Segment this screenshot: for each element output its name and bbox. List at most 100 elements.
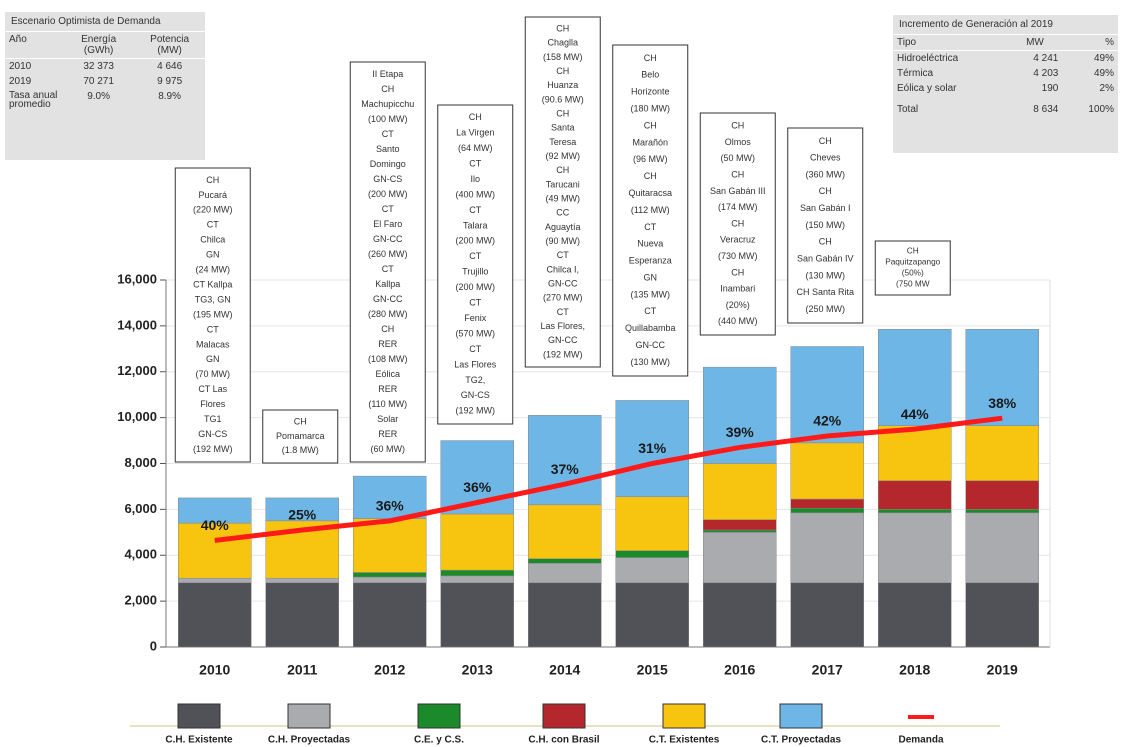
bar-segment [790,346,864,444]
annotation-text: Machupicchu [361,99,414,109]
annotation-text: (440 MW) [718,316,758,326]
annotation-text: GN [206,250,220,260]
annotation-text: (174 MW) [718,202,758,212]
bar-segment [878,329,952,426]
bar-segment [790,582,864,648]
annotation-text: Santo [376,144,400,154]
cell: Eólica y solar [897,83,957,94]
annotation-text: GN-CC [373,234,403,244]
bar-segment [265,497,339,522]
bar-segment [440,513,514,571]
annotation-text: (158 MW) [543,52,583,62]
annotation-text: CH [556,108,569,118]
annotation-box [699,112,776,336]
legend-label: C.H. Proyectadas [268,735,351,746]
bar-segment [965,329,1039,426]
reserve-label: 40% [201,517,230,533]
reserve-label: 25% [288,507,317,523]
annotation-box [174,167,251,463]
cell: 9.0% [87,91,111,102]
annotation-text: GN [644,272,658,282]
annotation-text: GN-CC [373,294,403,304]
annotation-text: Huanza [547,80,578,90]
annotation-text: CT Kallpa [193,279,232,289]
annotation-text: Inambari [720,284,755,294]
y-tick-label: 14,000 [117,317,157,332]
bar-segment [878,425,952,481]
annotation-box [437,104,514,425]
bar-segment [878,512,952,584]
header-cell: Potencia (MW) [134,32,205,59]
annotation-text: (200 MW) [455,282,495,292]
annotation-text: Las Flores, [540,321,585,331]
y-tick-label: 2,000 [124,593,157,608]
x-tick-label: 2019 [987,662,1018,678]
annotation-text: CT [382,129,394,139]
x-tick-label: 2015 [637,662,668,678]
annotation-text: San Gabán III [710,186,766,196]
annotation-text: GN-CC [636,340,666,350]
cell: 70 271 [83,76,114,87]
annotation-text: Paquitzapango [885,258,940,267]
reserve-label: 38% [988,395,1017,411]
bar-segment [178,582,252,648]
bar-segment [353,576,427,584]
annotation-text: Belo [641,70,659,80]
bar-segment [528,504,602,559]
y-tick-label: 4,000 [124,547,157,562]
demand-line [214,415,1003,543]
annotation-text: CH [731,218,744,228]
annotation-text: II Etapa [372,69,403,79]
annotation-text: Santa [551,123,575,133]
bar-segment [965,582,1039,648]
header-cell: % [1062,35,1118,51]
x-tick-label: 2017 [812,662,843,678]
annotation-text: CH [731,121,744,131]
bar-segment [353,582,427,648]
header-cell: MW [1007,35,1063,51]
annotation-text: (360 MW) [805,169,845,179]
annotation-text: (130 MW) [805,270,845,280]
legend-swatch [287,703,331,729]
annotation-text: Olmos [725,137,752,147]
annotation-box [262,409,339,464]
bar-segment [878,480,952,510]
annotation-text: CT [469,298,481,308]
annotation-text: (150 MW) [805,220,845,230]
legend-swatch [542,703,586,729]
annotation-text: (96 MW) [633,154,668,164]
cell: 190 [1041,83,1059,94]
annotation-text: CH [381,84,394,94]
cell: 49% [1093,53,1114,64]
cell: 4 646 [157,61,183,72]
annotation-text: CH [556,66,569,76]
cell: 9 975 [157,76,183,87]
reserve-label: 36% [463,479,492,495]
y-tick-label: 6,000 [124,501,157,516]
annotation-text: (195 MW) [193,309,233,319]
bar-segment [353,572,427,578]
annotation-text: (100 MW) [368,114,408,124]
annotation-text: GN-CS [373,174,402,184]
bar-segment [615,400,689,498]
bar-segment [790,512,864,584]
y-tick-label: 8,000 [124,455,157,470]
cell: Hidroeléctrica [897,53,959,64]
bar-segment [615,582,689,648]
annotation-text: San Gabán I [800,203,851,213]
annotation-text: La Virgen [456,128,494,138]
header-cell: Energía (GWh) [63,32,135,59]
annotation-text: (730 MW) [718,251,758,261]
bar-segment [353,518,427,573]
cell: Térmica [897,68,934,79]
bar-segment [790,507,864,514]
annotation-text: RER [378,429,398,439]
bar-segment [615,496,689,551]
annotation-text: Teresa [549,137,576,147]
annotation-text: Aguaytía [545,222,581,232]
annotation-text: Talara [463,220,488,230]
y-tick-label: 16,000 [117,271,157,286]
bar-segment [528,563,602,584]
annotation-text: Kallpa [375,279,400,289]
